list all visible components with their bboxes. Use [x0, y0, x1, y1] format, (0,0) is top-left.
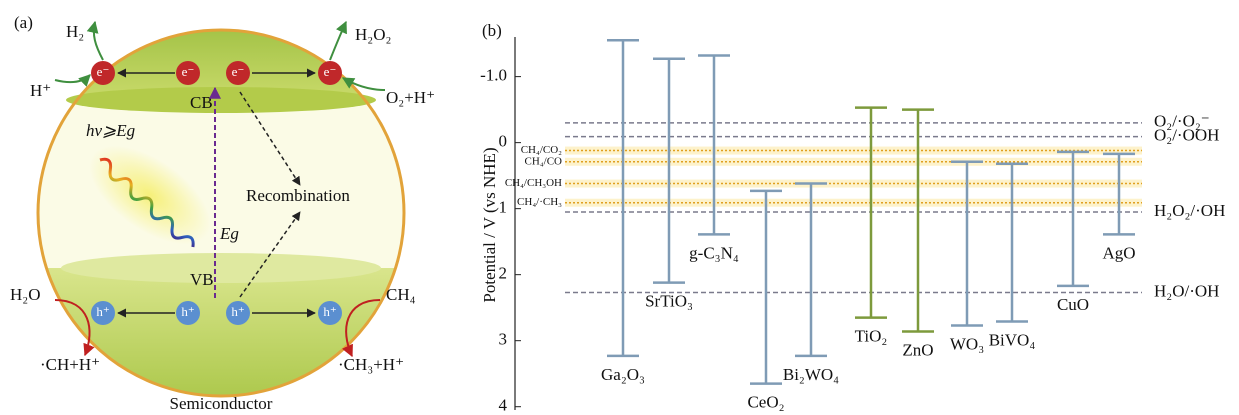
hole — [226, 301, 250, 325]
outline — [36, 28, 406, 398]
recombination-arrow — [239, 91, 301, 186]
vb-label: VB — [190, 270, 214, 289]
arrow — [54, 74, 91, 87]
bandgap-label: Eg — [219, 224, 239, 243]
light-glow — [89, 145, 211, 245]
caption: Semiconductor — [170, 394, 273, 413]
electron — [91, 61, 115, 85]
panel-a: (a) CB VB e⁻ e⁻ e⁻ e⁻ h⁺ h⁺ h⁺ h⁺ Reco — [10, 13, 435, 413]
y-tick-label: 2 — [499, 264, 508, 283]
material-label: ZnO — [902, 340, 933, 359]
material-label: Bi₂WO₄ — [783, 365, 839, 384]
recombination-label: Recombination — [246, 186, 350, 205]
product-label: ·CH₃+H⁺ — [338, 355, 404, 374]
electron-label: e⁻ — [324, 64, 337, 79]
material-label: g-C₃N₄ — [689, 243, 739, 262]
y-axis-title: Potential / V (vs NHE) — [480, 147, 499, 302]
y-tick-label: 4 — [499, 396, 508, 415]
arrow — [54, 299, 95, 357]
light-wave — [99, 157, 195, 248]
arrow — [342, 299, 381, 358]
electron — [226, 61, 250, 85]
y-tick-label: -1.0 — [480, 66, 507, 85]
electron — [176, 61, 200, 85]
reactant-label: H₂O — [10, 285, 40, 304]
redox-label: O₂/·OOH — [1154, 126, 1219, 145]
product-label: H₂ — [66, 22, 84, 41]
redox-label: CH₄/CO₂ — [521, 144, 562, 156]
panel-b: (b) Potential / V (vs NHE) — [480, 21, 502, 303]
material-label: WO₃ — [950, 334, 984, 353]
electron-label: e⁻ — [182, 64, 195, 79]
redox-label: CH₄/CH₃OH — [505, 177, 562, 189]
material-label: CuO — [1057, 295, 1089, 314]
reactant-label: H⁺ — [30, 81, 51, 100]
hole — [91, 301, 115, 325]
arrow — [341, 77, 386, 91]
material-label: BiVO₄ — [989, 330, 1036, 349]
product-label: ·CH+H⁺ — [40, 355, 100, 374]
panel-label: (b) — [482, 21, 502, 40]
excitation-label: hv⩾Eg — [86, 121, 135, 140]
panel-label: (a) — [14, 13, 33, 32]
reactant-label: CH₄ — [386, 285, 416, 304]
hole — [176, 301, 200, 325]
material-label: Ga₂O₃ — [601, 365, 645, 384]
arrow — [329, 20, 347, 61]
recombination-arrow — [239, 211, 301, 298]
redox-label: H₂O₂/·OH — [1154, 201, 1225, 220]
electron — [318, 61, 342, 85]
product-label: H₂O₂ — [355, 25, 391, 44]
vb-band — [61, 253, 381, 283]
electron-label: e⁻ — [97, 64, 110, 79]
redox-label: CH₄/·CH₃ — [517, 196, 562, 208]
holes: h⁺ h⁺ h⁺ h⁺ — [91, 301, 342, 325]
electrons: e⁻ e⁻ e⁻ e⁻ — [91, 61, 342, 85]
y-tick-label: 1 — [499, 198, 508, 217]
hole-label: h⁺ — [96, 304, 109, 319]
redox-label: CH₄/CO — [525, 155, 563, 167]
material-label: TiO₂ — [855, 326, 888, 345]
redox-label: O₂/·O₂⁻ — [1154, 112, 1210, 131]
hole-label: h⁺ — [231, 304, 244, 319]
y-tick-label: 3 — [499, 330, 508, 349]
redox-label: H₂O/·OH — [1154, 281, 1219, 300]
cb-band — [66, 87, 376, 113]
electron-label: e⁻ — [232, 64, 245, 79]
material-label: CeO₂ — [747, 392, 784, 411]
cb-label: CB — [190, 93, 213, 112]
material-label: AgO — [1102, 243, 1135, 262]
material-label: SrTiO₃ — [645, 291, 693, 310]
hole-label: h⁺ — [181, 304, 194, 319]
y-tick-label: 0 — [499, 132, 508, 151]
arrow — [86, 20, 104, 61]
reactant-label: O₂+H⁺ — [386, 88, 435, 107]
hole — [318, 301, 342, 325]
hole-label: h⁺ — [323, 304, 336, 319]
